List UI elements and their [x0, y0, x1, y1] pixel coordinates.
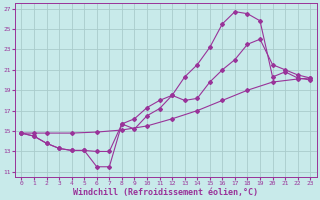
- X-axis label: Windchill (Refroidissement éolien,°C): Windchill (Refroidissement éolien,°C): [73, 188, 258, 197]
